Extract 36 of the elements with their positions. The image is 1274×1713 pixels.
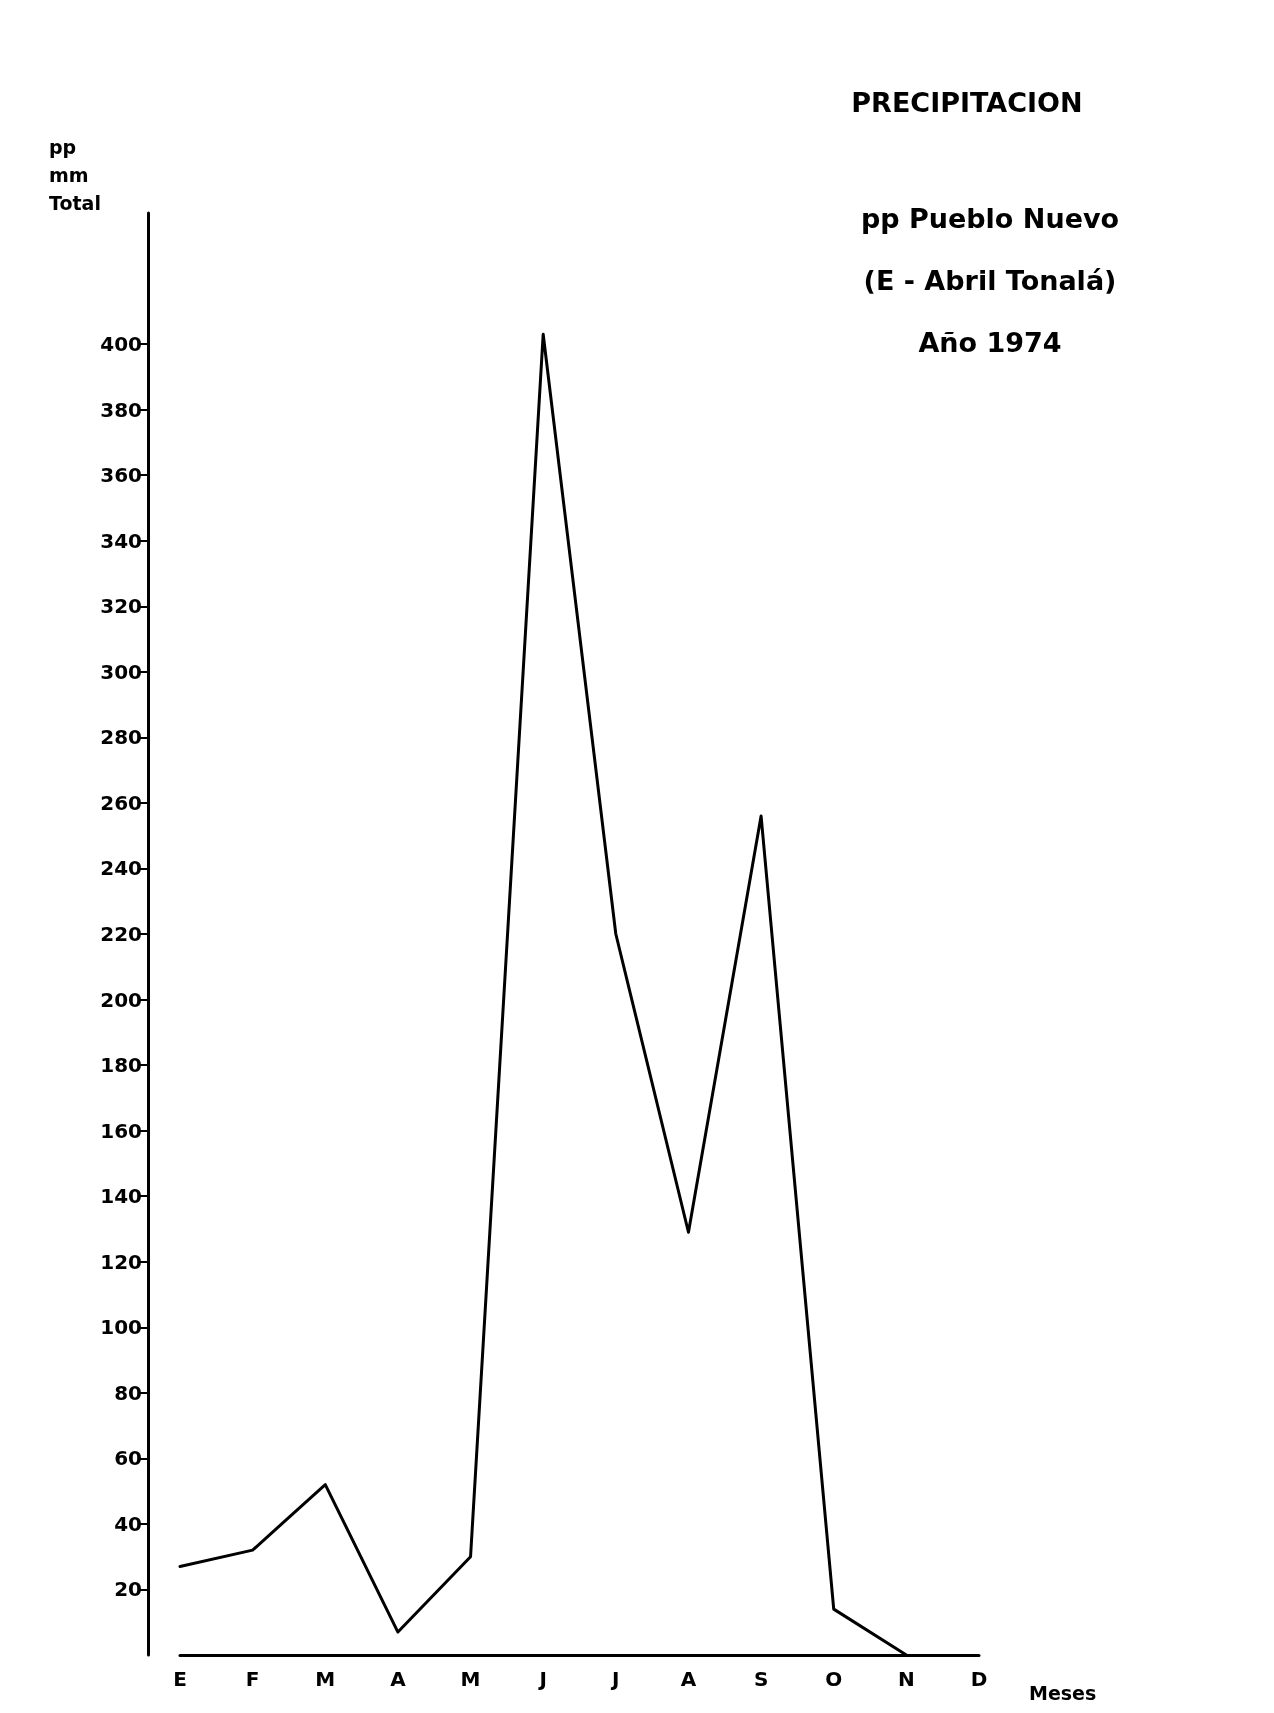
y-tick-label: 180 <box>100 1053 142 1078</box>
x-tick-label: A <box>390 1667 407 1691</box>
y-tick-label: 260 <box>100 790 142 815</box>
text: pp Pueblo Nuevo (E - Abril Tonalá) Año 1974 <box>860 202 1120 358</box>
x-tick-label: A <box>680 1667 697 1691</box>
x-tick-label: M <box>460 1667 481 1691</box>
y-tick-label: 120 <box>100 1249 142 1274</box>
y-tick-label: 400 <box>100 332 142 357</box>
x-tick-label: N <box>897 1667 915 1691</box>
y-tick-label: 160 <box>100 1118 142 1143</box>
y-tick-label: 240 <box>100 856 142 881</box>
x-tick-label: M <box>315 1667 336 1691</box>
x-axis-title: Meses <box>1029 1681 1097 1704</box>
x-tick-label: D <box>970 1667 988 1691</box>
y-tick-label: 300 <box>100 659 142 684</box>
y-tick-label: 380 <box>100 397 142 422</box>
chart-title: PRECIPITACION <box>851 87 1083 118</box>
y-tick-label: 200 <box>100 987 142 1012</box>
x-tick-label: S <box>753 1667 769 1691</box>
y-tick-label: 280 <box>100 725 142 750</box>
y-tick-label: 220 <box>100 922 142 946</box>
y-tick-label: 140 <box>100 1184 142 1209</box>
x-tick-label: J <box>610 1667 620 1691</box>
y-axis-title: pp mm Total <box>49 136 101 214</box>
y-tick-label: 80 <box>114 1380 142 1405</box>
x-tick-label: O <box>825 1667 843 1691</box>
y-tick-label: 60 <box>114 1446 142 1471</box>
y-tick-label: 100 <box>100 1315 142 1340</box>
x-tick-label: J <box>537 1667 547 1691</box>
x-tick-label: E <box>173 1667 187 1691</box>
y-tick-label: 340 <box>100 528 142 553</box>
y-tick-label: 20 <box>114 1577 142 1602</box>
y-tick-label: 360 <box>100 463 142 488</box>
x-tick-label: F <box>245 1667 260 1691</box>
y-tick-label: 320 <box>100 594 142 619</box>
y-tick-label: 40 <box>114 1511 142 1536</box>
